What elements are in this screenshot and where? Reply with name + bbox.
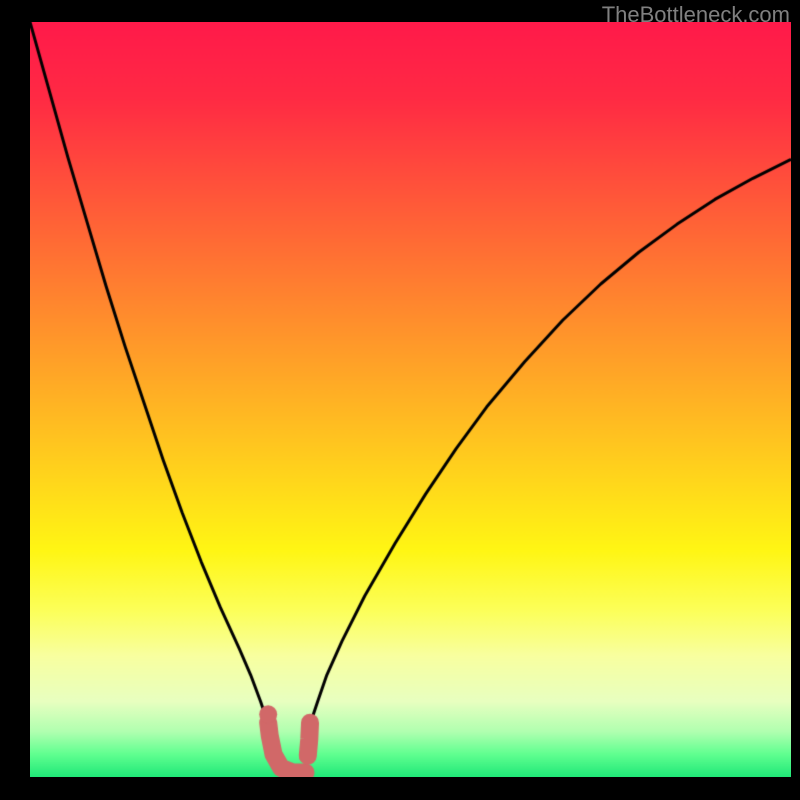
plot-area: [30, 22, 791, 777]
watermark-text: TheBottleneck.com: [602, 2, 790, 28]
chart-frame: TheBottleneck.com: [0, 0, 800, 800]
bottleneck-curve: [30, 22, 791, 777]
